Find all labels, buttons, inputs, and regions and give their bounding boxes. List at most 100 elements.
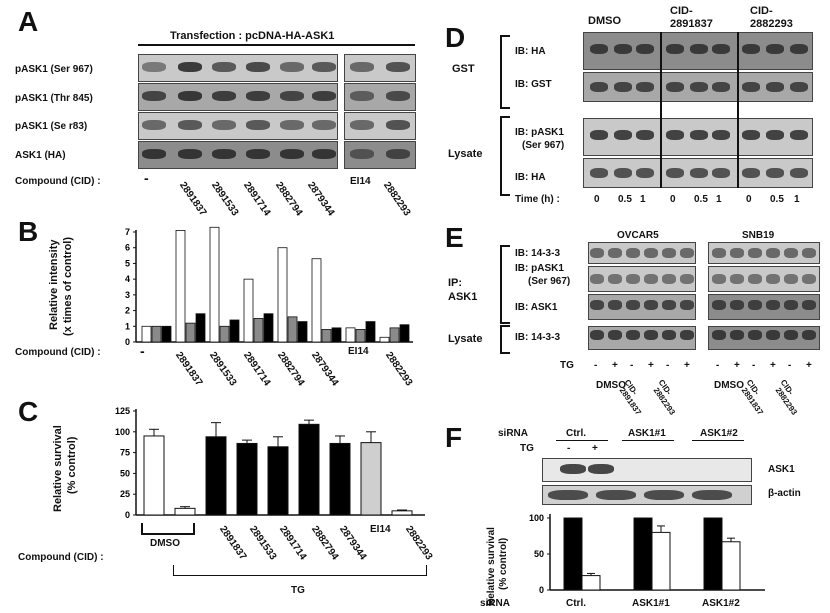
blot-band bbox=[666, 168, 684, 178]
panel-d-divider bbox=[660, 32, 662, 188]
panel-d-col-cid1: CID- bbox=[670, 5, 693, 17]
blot-band bbox=[712, 168, 730, 178]
blot-band bbox=[742, 168, 760, 178]
blot-band bbox=[766, 274, 780, 284]
blot-band bbox=[614, 44, 632, 54]
blot-band bbox=[212, 91, 236, 101]
panel-a-row-label: pASK1 (Se r83) bbox=[15, 121, 88, 132]
panel-b-lane-dash: - bbox=[140, 343, 145, 359]
bar bbox=[219, 325, 230, 343]
bar bbox=[151, 325, 162, 343]
panel-d-lysate: Lysate bbox=[448, 148, 483, 160]
y-tick-label: 50 bbox=[120, 468, 130, 478]
y-tick-label: 4 bbox=[125, 274, 130, 284]
panel-c-tg-bracket bbox=[173, 565, 427, 576]
blot-band bbox=[662, 274, 676, 284]
panel-b-letter: B bbox=[18, 216, 39, 247]
panel-d-gst-bracket bbox=[500, 35, 510, 109]
blot-band bbox=[790, 82, 808, 92]
blot-band bbox=[784, 300, 798, 310]
y-tick-label: 0 bbox=[125, 337, 130, 347]
panel-c-lane-label: EI14 bbox=[370, 524, 391, 535]
panel-a-compound-label: Compound (CID) : bbox=[15, 176, 101, 187]
blot-a-row4-left bbox=[138, 141, 338, 169]
panel-a-lane-label: 2882293 bbox=[380, 180, 413, 219]
blot-band bbox=[766, 44, 784, 54]
blot-band bbox=[690, 82, 708, 92]
blot-a-row3-left bbox=[138, 112, 338, 140]
blot-band bbox=[142, 62, 166, 72]
bar bbox=[209, 226, 220, 343]
panel-f-xlabel: Ctrl. bbox=[566, 598, 586, 609]
blot-band bbox=[212, 149, 236, 159]
panel-f-xlabel: ASK1#2 bbox=[702, 598, 740, 609]
blot-band bbox=[588, 464, 614, 474]
blot-band bbox=[712, 44, 730, 54]
bar bbox=[321, 329, 332, 343]
bar bbox=[360, 442, 382, 516]
panel-f-sirna: siRNA bbox=[498, 428, 529, 439]
bar bbox=[185, 322, 196, 343]
bar bbox=[287, 316, 298, 343]
panel-c-compound-label: Compound (CID) : bbox=[18, 552, 104, 563]
panel-a-lane-dash: - bbox=[144, 170, 149, 186]
blot-band bbox=[386, 149, 410, 159]
bar bbox=[721, 541, 741, 591]
blot-e-ovcar-2 bbox=[588, 266, 696, 292]
bar bbox=[143, 435, 165, 516]
panel-e-sign: - bbox=[716, 360, 720, 371]
panel-d-col-cid2-num: 2882293 bbox=[750, 18, 793, 30]
blot-band bbox=[246, 149, 270, 159]
blot-band bbox=[766, 300, 780, 310]
blot-band bbox=[350, 120, 374, 130]
blot-band bbox=[614, 168, 632, 178]
blot-a-row2-left bbox=[138, 83, 338, 111]
panel-e-sign: + bbox=[770, 360, 776, 371]
panel-e-ip: IP: bbox=[448, 277, 463, 289]
blot-band bbox=[142, 91, 166, 101]
panel-e-lysate: Lysate bbox=[448, 333, 483, 345]
panel-f-sirna-bottom: siRNA bbox=[480, 598, 511, 609]
panel-c-dmso-label: DMSO bbox=[150, 538, 180, 549]
panel-f-letter: F bbox=[445, 422, 463, 453]
panel-c-dmso-bracket bbox=[141, 523, 195, 535]
panel-e-sign: - bbox=[630, 360, 634, 371]
bar bbox=[391, 510, 413, 516]
blot-band bbox=[666, 44, 684, 54]
panel-f-group-line bbox=[556, 440, 608, 441]
bar bbox=[331, 327, 342, 343]
blot-band bbox=[280, 62, 304, 72]
panel-f-tg: TG bbox=[520, 443, 534, 454]
blot-band bbox=[548, 490, 588, 500]
bar bbox=[236, 442, 258, 516]
panel-d-col-cid1-num: 2891837 bbox=[670, 18, 713, 30]
blot-band bbox=[178, 120, 202, 130]
panel-a-lane-label: 2879344 bbox=[304, 180, 337, 219]
blot-band bbox=[766, 82, 784, 92]
blot-band bbox=[748, 330, 762, 340]
blot-band bbox=[644, 490, 684, 500]
blot-band bbox=[590, 274, 604, 284]
panel-d-ib-pask1-2: (Ser 967) bbox=[522, 140, 565, 151]
bar bbox=[311, 258, 322, 343]
blot-band bbox=[280, 149, 304, 159]
panel-f-chart: 0 50 100 bbox=[529, 513, 765, 595]
panel-a-letter: A bbox=[18, 6, 39, 37]
blot-band bbox=[626, 274, 640, 284]
panel-a-row-label: pASK1 (Ser 967) bbox=[15, 64, 93, 75]
blot-band bbox=[784, 330, 798, 340]
blot-band bbox=[692, 490, 732, 500]
panel-e-sign: + bbox=[734, 360, 740, 371]
panel-d-col-dmso: DMSO bbox=[588, 15, 621, 27]
panel-e-snb: SNB19 bbox=[742, 230, 775, 241]
panel-e-ip-2: ASK1 bbox=[448, 291, 478, 303]
panel-e-ib4: IB: 14-3-3 bbox=[515, 332, 561, 343]
blot-band bbox=[730, 330, 744, 340]
blot-band bbox=[662, 248, 676, 258]
blot-band bbox=[636, 130, 654, 140]
blot-band bbox=[386, 91, 410, 101]
panel-c-tg-label: TG bbox=[291, 585, 305, 596]
blot-band bbox=[784, 248, 798, 258]
panel-e-ib2-2: (Ser 967) bbox=[528, 276, 571, 287]
blot-band bbox=[790, 130, 808, 140]
